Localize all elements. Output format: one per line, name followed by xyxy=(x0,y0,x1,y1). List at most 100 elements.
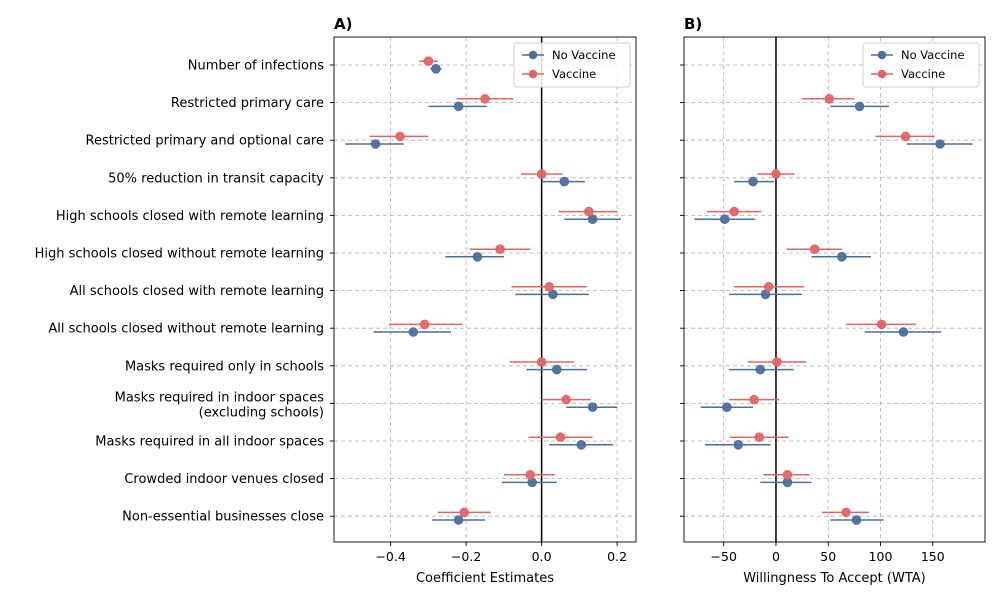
x-tick-label: 0.0 xyxy=(532,549,552,564)
data-point xyxy=(935,139,945,149)
data-point xyxy=(544,282,554,292)
data-point xyxy=(576,440,587,450)
data-point xyxy=(370,139,381,149)
category-label-line: Masks required only in schools xyxy=(125,359,324,374)
x-tick-label: −0.2 xyxy=(451,549,481,564)
data-point xyxy=(763,282,774,292)
legend-label: No Vaccine xyxy=(901,48,965,62)
legend-box xyxy=(862,42,980,88)
category-label-line: Restricted primary and optional care xyxy=(86,134,325,149)
x-tick-label: 0 xyxy=(772,549,780,564)
plot-frame xyxy=(683,36,986,543)
panel-title: B) xyxy=(684,15,702,33)
data-point xyxy=(782,470,793,480)
panel-title: A) xyxy=(334,15,352,33)
x-tick-label: −0.4 xyxy=(375,549,405,564)
legend-label: Vaccine xyxy=(552,67,596,81)
category-label-line: High schools closed with remote learning xyxy=(56,209,324,224)
category-label: Number of infections xyxy=(188,59,324,74)
legend-swatch-marker xyxy=(528,69,538,79)
category-label: Restricted primary care xyxy=(171,96,324,111)
data-point xyxy=(748,176,758,187)
legend-swatch-marker xyxy=(528,50,538,60)
data-point xyxy=(453,101,464,112)
category-label: Crowded indoor venues closed xyxy=(124,472,324,487)
x-tick-label: 50 xyxy=(820,549,836,564)
legend-label: No Vaccine xyxy=(552,48,616,62)
data-point xyxy=(459,507,470,518)
data-point xyxy=(536,169,547,179)
data-point xyxy=(755,364,766,375)
data-point xyxy=(561,394,571,405)
x-tick-label: −50 xyxy=(711,549,737,564)
data-point xyxy=(754,432,765,443)
x-tick-label: 0.2 xyxy=(607,549,627,564)
panel-a: −0.4 −0.2 0.0 0.2 Number of infections Restri… xyxy=(35,15,637,586)
data-point xyxy=(472,251,483,262)
data-point xyxy=(559,176,570,187)
category-label: High schools closed with remote learning xyxy=(56,209,324,224)
data-point xyxy=(587,402,598,413)
data-point xyxy=(548,289,558,300)
category-label: Masks required only in schools xyxy=(125,359,324,374)
data-point xyxy=(719,214,730,224)
x-axis-title: Coefficient Estimates xyxy=(416,571,554,586)
legend-label: Vaccine xyxy=(901,67,945,81)
data-point xyxy=(851,515,862,525)
data-point xyxy=(419,319,430,330)
category-label-line: All schools closed without remote learni… xyxy=(48,322,324,337)
x-tick-label: 100 xyxy=(869,549,893,564)
data-point xyxy=(876,319,887,330)
data-point xyxy=(854,101,865,112)
data-point xyxy=(480,94,490,104)
data-point xyxy=(495,244,505,254)
category-label: All schools closed with remote learning xyxy=(70,284,324,299)
legend-box xyxy=(513,42,631,88)
data-point xyxy=(408,327,419,337)
category-label-line: All schools closed with remote learning xyxy=(70,284,324,299)
data-point xyxy=(733,440,744,450)
data-point xyxy=(551,364,562,375)
data-point xyxy=(898,327,909,337)
plot-frame xyxy=(333,36,637,543)
legend-swatch-marker xyxy=(877,50,887,60)
data-point xyxy=(423,56,434,67)
legend: No Vaccine Vaccine xyxy=(862,42,980,88)
category-label-line: 50% reduction in transit capacity xyxy=(108,171,324,186)
category-label: Restricted primary and optional care xyxy=(86,134,325,149)
data-point xyxy=(525,470,536,480)
category-label-line: (excluding schools) xyxy=(199,405,324,420)
data-point xyxy=(809,244,820,254)
data-point xyxy=(587,214,598,224)
data-point xyxy=(453,515,464,525)
x-axis-title: Willingness To Accept (WTA) xyxy=(743,571,926,586)
data-point xyxy=(729,206,739,217)
category-label-line: Masks required in indoor spaces xyxy=(115,390,325,405)
category-label-line: Crowded indoor venues closed xyxy=(124,472,324,487)
data-point xyxy=(771,169,781,179)
category-label: Masks required in indoor spaces (excludin… xyxy=(115,390,325,420)
data-point xyxy=(837,251,847,262)
x-tick-label: 150 xyxy=(921,549,945,564)
data-point xyxy=(536,357,547,367)
category-label: 50% reduction in transit capacity xyxy=(108,171,324,186)
category-label-line: Number of infections xyxy=(188,59,324,74)
data-point xyxy=(749,394,759,405)
data-point xyxy=(555,432,566,443)
panel-b: −50 0 50 100 150 B) Willingness To Accept (WTA… xyxy=(680,15,986,586)
data-point xyxy=(431,64,441,74)
data-point xyxy=(824,94,835,104)
category-label-line: Restricted primary care xyxy=(171,96,324,111)
category-label: Masks required in all indoor spaces xyxy=(95,435,324,450)
category-label: Non-essential businesses close xyxy=(122,510,324,525)
data-point xyxy=(722,402,732,413)
legend-swatch-marker xyxy=(877,69,887,79)
data-point xyxy=(395,131,405,142)
data-point xyxy=(841,507,851,518)
category-label: All schools closed without remote learni… xyxy=(48,322,324,337)
category-label-line: Masks required in all indoor spaces xyxy=(95,435,324,450)
category-label-line: High schools closed without remote learn… xyxy=(35,247,324,262)
data-point xyxy=(772,357,782,367)
